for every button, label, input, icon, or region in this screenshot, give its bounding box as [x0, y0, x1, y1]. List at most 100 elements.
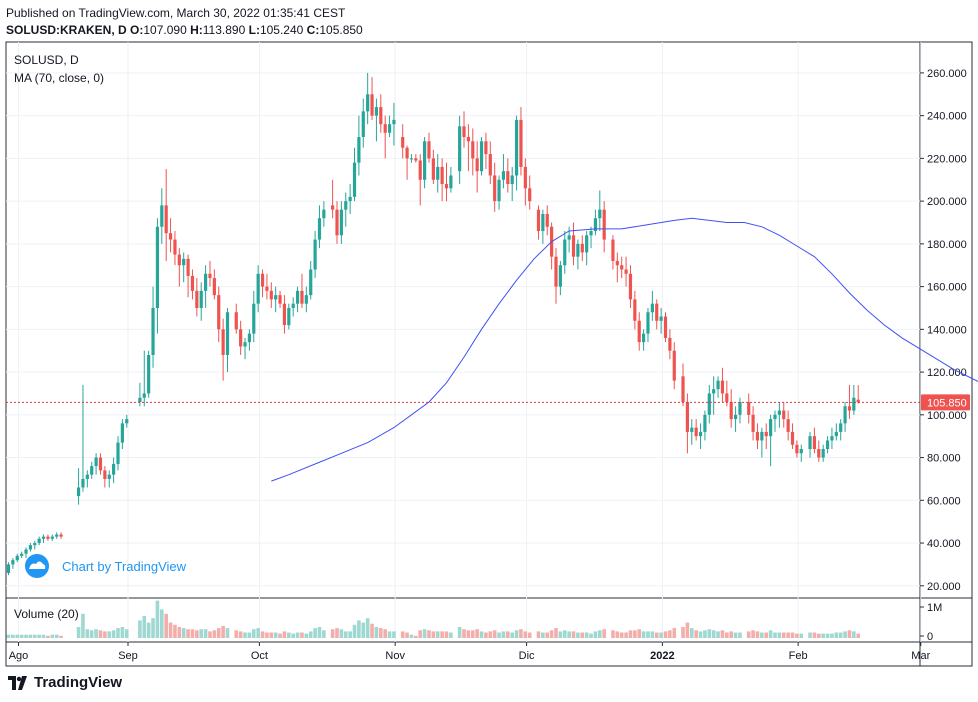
volume-bar [54, 634, 59, 638]
candle-body [20, 553, 24, 556]
candle-body [786, 419, 790, 432]
volume-bar [387, 631, 392, 638]
volume-bar [812, 632, 817, 638]
price-tick-label: 140.000 [927, 324, 967, 336]
volume-bar [256, 628, 260, 638]
volume-bar [786, 632, 790, 638]
volume-bar [746, 631, 751, 638]
candle-body [466, 137, 470, 142]
candle-body [523, 166, 527, 189]
volume-bar [738, 632, 742, 638]
candle-body [212, 278, 216, 296]
volume-bar [146, 622, 151, 638]
volume-bar [449, 632, 453, 638]
volume-bar [177, 627, 182, 638]
tradingview-watermark[interactable]: Chart by TradingView [25, 554, 187, 578]
volume-bar [418, 630, 423, 638]
volume-bar [440, 631, 444, 638]
candle-body [55, 534, 59, 537]
candle-body [331, 205, 335, 210]
candle-body [41, 536, 46, 539]
candle-body [418, 160, 422, 180]
time-tick-label: 2022 [650, 650, 674, 662]
ohlc-low-value: 105.240 [259, 23, 304, 37]
candle-body [479, 141, 484, 172]
volume-bar [527, 632, 532, 638]
volume-bar [484, 632, 488, 638]
candle-body [760, 431, 764, 441]
candle-body [313, 239, 317, 270]
candle-body [672, 350, 676, 381]
candle-body [545, 213, 549, 227]
candle-body [164, 205, 168, 234]
candle-body [112, 463, 116, 475]
volume-bar [238, 631, 243, 638]
candle-body [685, 401, 689, 432]
candle-body [160, 205, 164, 227]
candle-body [304, 295, 308, 304]
symbol-legend: SOLUSD, D [14, 53, 79, 67]
published-line: Published on TradingView.com, March 30, … [6, 6, 346, 20]
price-tick-label: 160.000 [927, 282, 967, 294]
volume-bar [773, 632, 777, 638]
candle-body [234, 312, 238, 330]
candle-body [747, 401, 751, 415]
candle-body [681, 376, 685, 402]
candle-body [98, 457, 103, 471]
candle-body [335, 209, 339, 236]
ohlc-line: SOLUSD:KRAKEN, D O:107.090 H:113.890 L:1… [6, 23, 363, 37]
volume-bar [357, 620, 361, 638]
volume-bar [466, 630, 471, 638]
volume-bar [304, 633, 309, 638]
tv-cloud-mark [29, 561, 46, 569]
volume-bar [124, 629, 129, 638]
candle-body [598, 209, 602, 219]
candle-body [147, 354, 151, 394]
volume-bars [6, 600, 861, 638]
price-tick-label: 240.000 [927, 111, 967, 123]
candle-body [707, 393, 711, 415]
volume-bar [50, 634, 55, 638]
candle-body [177, 254, 181, 266]
candle-body [536, 209, 541, 232]
tradingview-footer-logo[interactable]: TradingView [8, 674, 122, 691]
candle-body [199, 290, 203, 308]
candle-body [374, 107, 379, 116]
candle-body [847, 406, 852, 411]
candle-body [580, 243, 584, 253]
candle-body [663, 316, 668, 338]
candle-body [59, 534, 63, 537]
volume-bar [409, 634, 414, 638]
candle-body [247, 333, 251, 343]
candle-body [387, 124, 392, 133]
volume-bar [663, 631, 668, 638]
candle-body [738, 401, 742, 415]
volume-bar [567, 631, 571, 638]
volume-bar [414, 635, 418, 638]
volume-bar [593, 631, 598, 638]
volume-bar [107, 631, 112, 638]
ohlc-high-label: H: [190, 23, 203, 37]
volume-bar [94, 629, 98, 638]
volume-bar [343, 631, 348, 638]
volume-legend: Volume (20) [14, 607, 79, 621]
candle-body [155, 226, 160, 308]
volume-bar [681, 627, 685, 638]
candle-body [462, 126, 466, 138]
candle-body [431, 158, 435, 180]
volume-bar [668, 630, 672, 638]
candle-body [799, 449, 803, 454]
volume-bar [558, 631, 563, 638]
price-tick-label: 120.000 [927, 367, 967, 379]
volume-bar [506, 631, 510, 638]
candle-body [576, 243, 580, 257]
volume-bar [457, 627, 462, 638]
candle-body [322, 209, 326, 219]
candle-body [46, 536, 50, 539]
candle-body [190, 275, 195, 291]
candle-body [620, 265, 624, 270]
price-tick-label: 100.000 [927, 410, 967, 422]
candle-body [821, 449, 825, 458]
candle-body [414, 158, 418, 161]
